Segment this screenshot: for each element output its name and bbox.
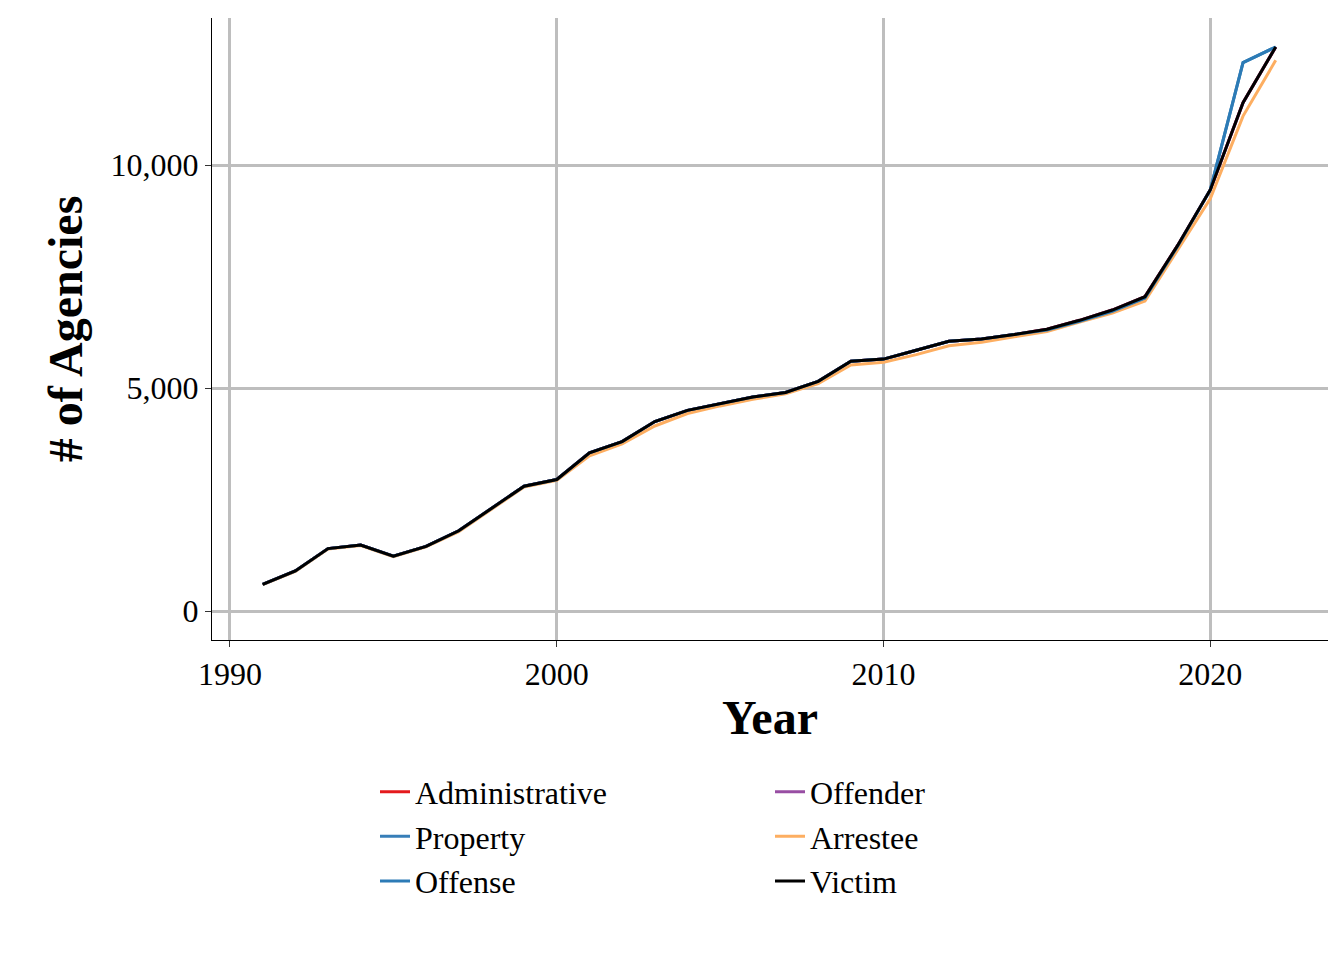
svg-text:Victim: Victim bbox=[810, 864, 897, 900]
svg-text:0: 0 bbox=[183, 593, 199, 629]
svg-text:5,000: 5,000 bbox=[127, 370, 199, 406]
svg-text:# of Agencies: # of Agencies bbox=[39, 196, 92, 463]
svg-text:Offense: Offense bbox=[415, 864, 516, 900]
svg-text:Administrative: Administrative bbox=[415, 775, 607, 811]
svg-text:2010: 2010 bbox=[852, 656, 916, 692]
svg-text:2000: 2000 bbox=[525, 656, 589, 692]
svg-text:Year: Year bbox=[722, 691, 818, 744]
svg-text:Property: Property bbox=[415, 820, 525, 856]
svg-text:10,000: 10,000 bbox=[111, 147, 199, 183]
svg-text:2020: 2020 bbox=[1178, 656, 1242, 692]
svg-text:1990: 1990 bbox=[198, 656, 262, 692]
svg-text:Arrestee: Arrestee bbox=[810, 820, 918, 856]
svg-text:Offender: Offender bbox=[810, 775, 925, 811]
